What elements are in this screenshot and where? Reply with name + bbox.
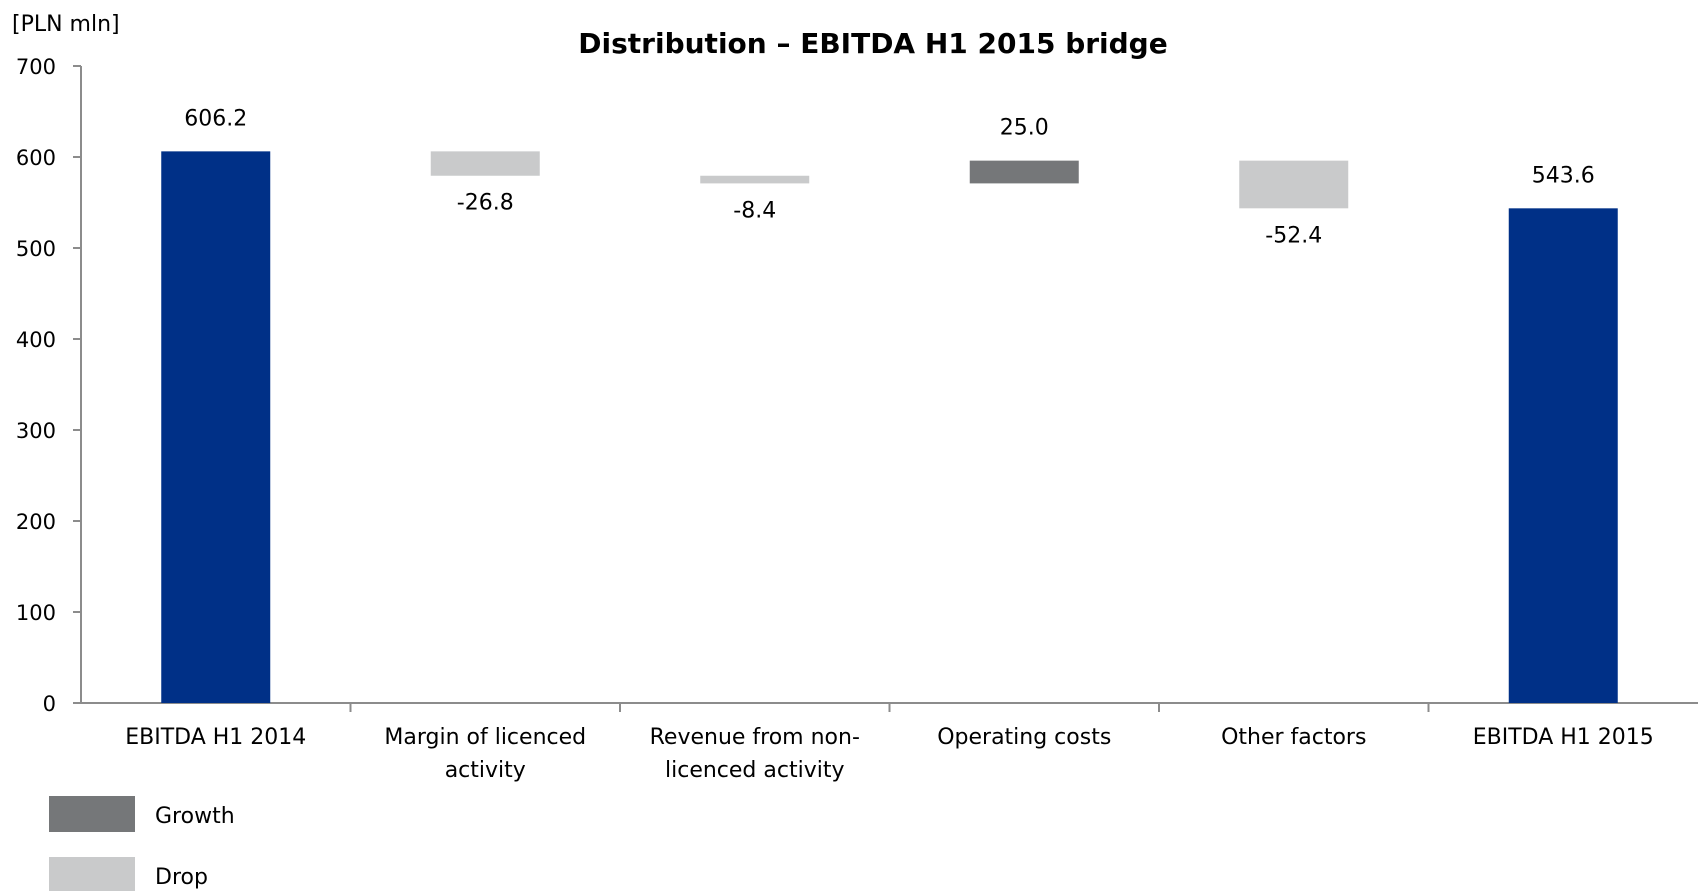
- bar-total: [1508, 208, 1618, 703]
- bar-drop: [1239, 160, 1349, 209]
- data-label: 543.6: [1532, 163, 1595, 188]
- bar-drop: [700, 175, 810, 184]
- bar-growth: [969, 160, 1079, 184]
- y-tick-label: 200: [16, 510, 56, 534]
- data-label: 25.0: [1000, 116, 1049, 141]
- y-tick-label: 100: [16, 601, 56, 625]
- y-tick-label: 300: [16, 419, 56, 443]
- x-category-label: Margin of licenced activity: [384, 725, 586, 783]
- legend-label-drop: Drop: [155, 865, 208, 890]
- axes: 0 100 200 300 400 500 600 700: [16, 55, 1698, 716]
- x-category-label: Operating costs: [937, 725, 1111, 750]
- data-label: -26.8: [457, 191, 514, 216]
- x-category-label: Other factors: [1221, 725, 1366, 750]
- bar-drop: [430, 151, 540, 176]
- legend-label-growth: Growth: [155, 804, 235, 829]
- y-tick-label: 600: [16, 146, 56, 170]
- bars: [161, 151, 1618, 703]
- chart-title: Distribution – EBITDA H1 2015 bridge: [578, 27, 1167, 60]
- data-label: -52.4: [1265, 223, 1322, 248]
- legend-swatch-growth: [49, 796, 135, 832]
- y-tick-label: 0: [43, 692, 56, 716]
- x-category-label: EBITDA H1 2014: [125, 725, 306, 750]
- x-category-label: Revenue from non-licenced activity: [650, 725, 860, 783]
- y-tick-label: 700: [16, 55, 56, 79]
- data-label: -8.4: [733, 198, 776, 223]
- y-axis-unit-label: [PLN mln]: [12, 12, 120, 37]
- legend-swatch-drop: [49, 857, 135, 891]
- category-labels: EBITDA H1 2014 Margin of licenced activity…: [125, 725, 1654, 783]
- bar-total: [161, 151, 271, 703]
- data-label: 606.2: [184, 106, 247, 131]
- y-tick-label: 400: [16, 328, 56, 352]
- y-tick-label: 500: [16, 237, 56, 261]
- data-labels: 606.2 -26.8 -8.4 25.0 -52.4 543.6: [184, 106, 1594, 248]
- x-category-label: EBITDA H1 2015: [1473, 725, 1654, 750]
- legend: Growth Drop: [49, 796, 235, 891]
